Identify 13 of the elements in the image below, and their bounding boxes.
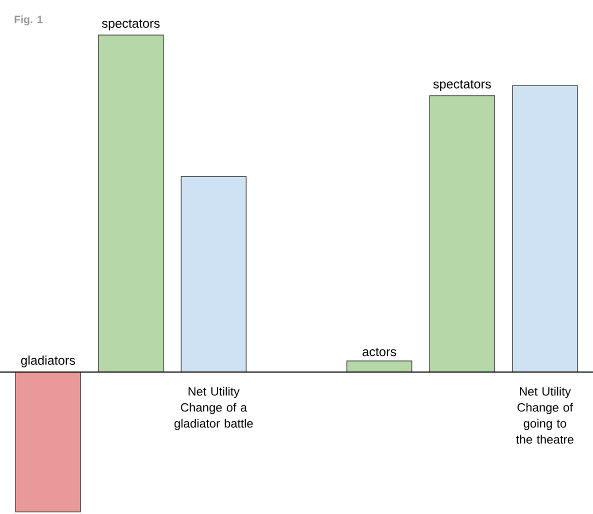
bar <box>512 85 578 372</box>
x-tick-label: Net Utility Change of going to the theatre <box>516 386 574 444</box>
x-tick-label: Net Utility Change of a gladiator battle <box>174 386 253 430</box>
chart-title: Fig. 1 <box>14 15 43 26</box>
bar <box>346 360 412 372</box>
x-tick-label: gladiators <box>21 356 76 368</box>
bar <box>98 34 164 372</box>
x-tick-label: actors <box>362 348 396 356</box>
x-tick-label: spectators <box>433 80 491 91</box>
bar <box>429 95 496 372</box>
bar <box>15 372 81 512</box>
x-tick-label: spectators <box>102 20 160 30</box>
bar <box>180 176 247 372</box>
